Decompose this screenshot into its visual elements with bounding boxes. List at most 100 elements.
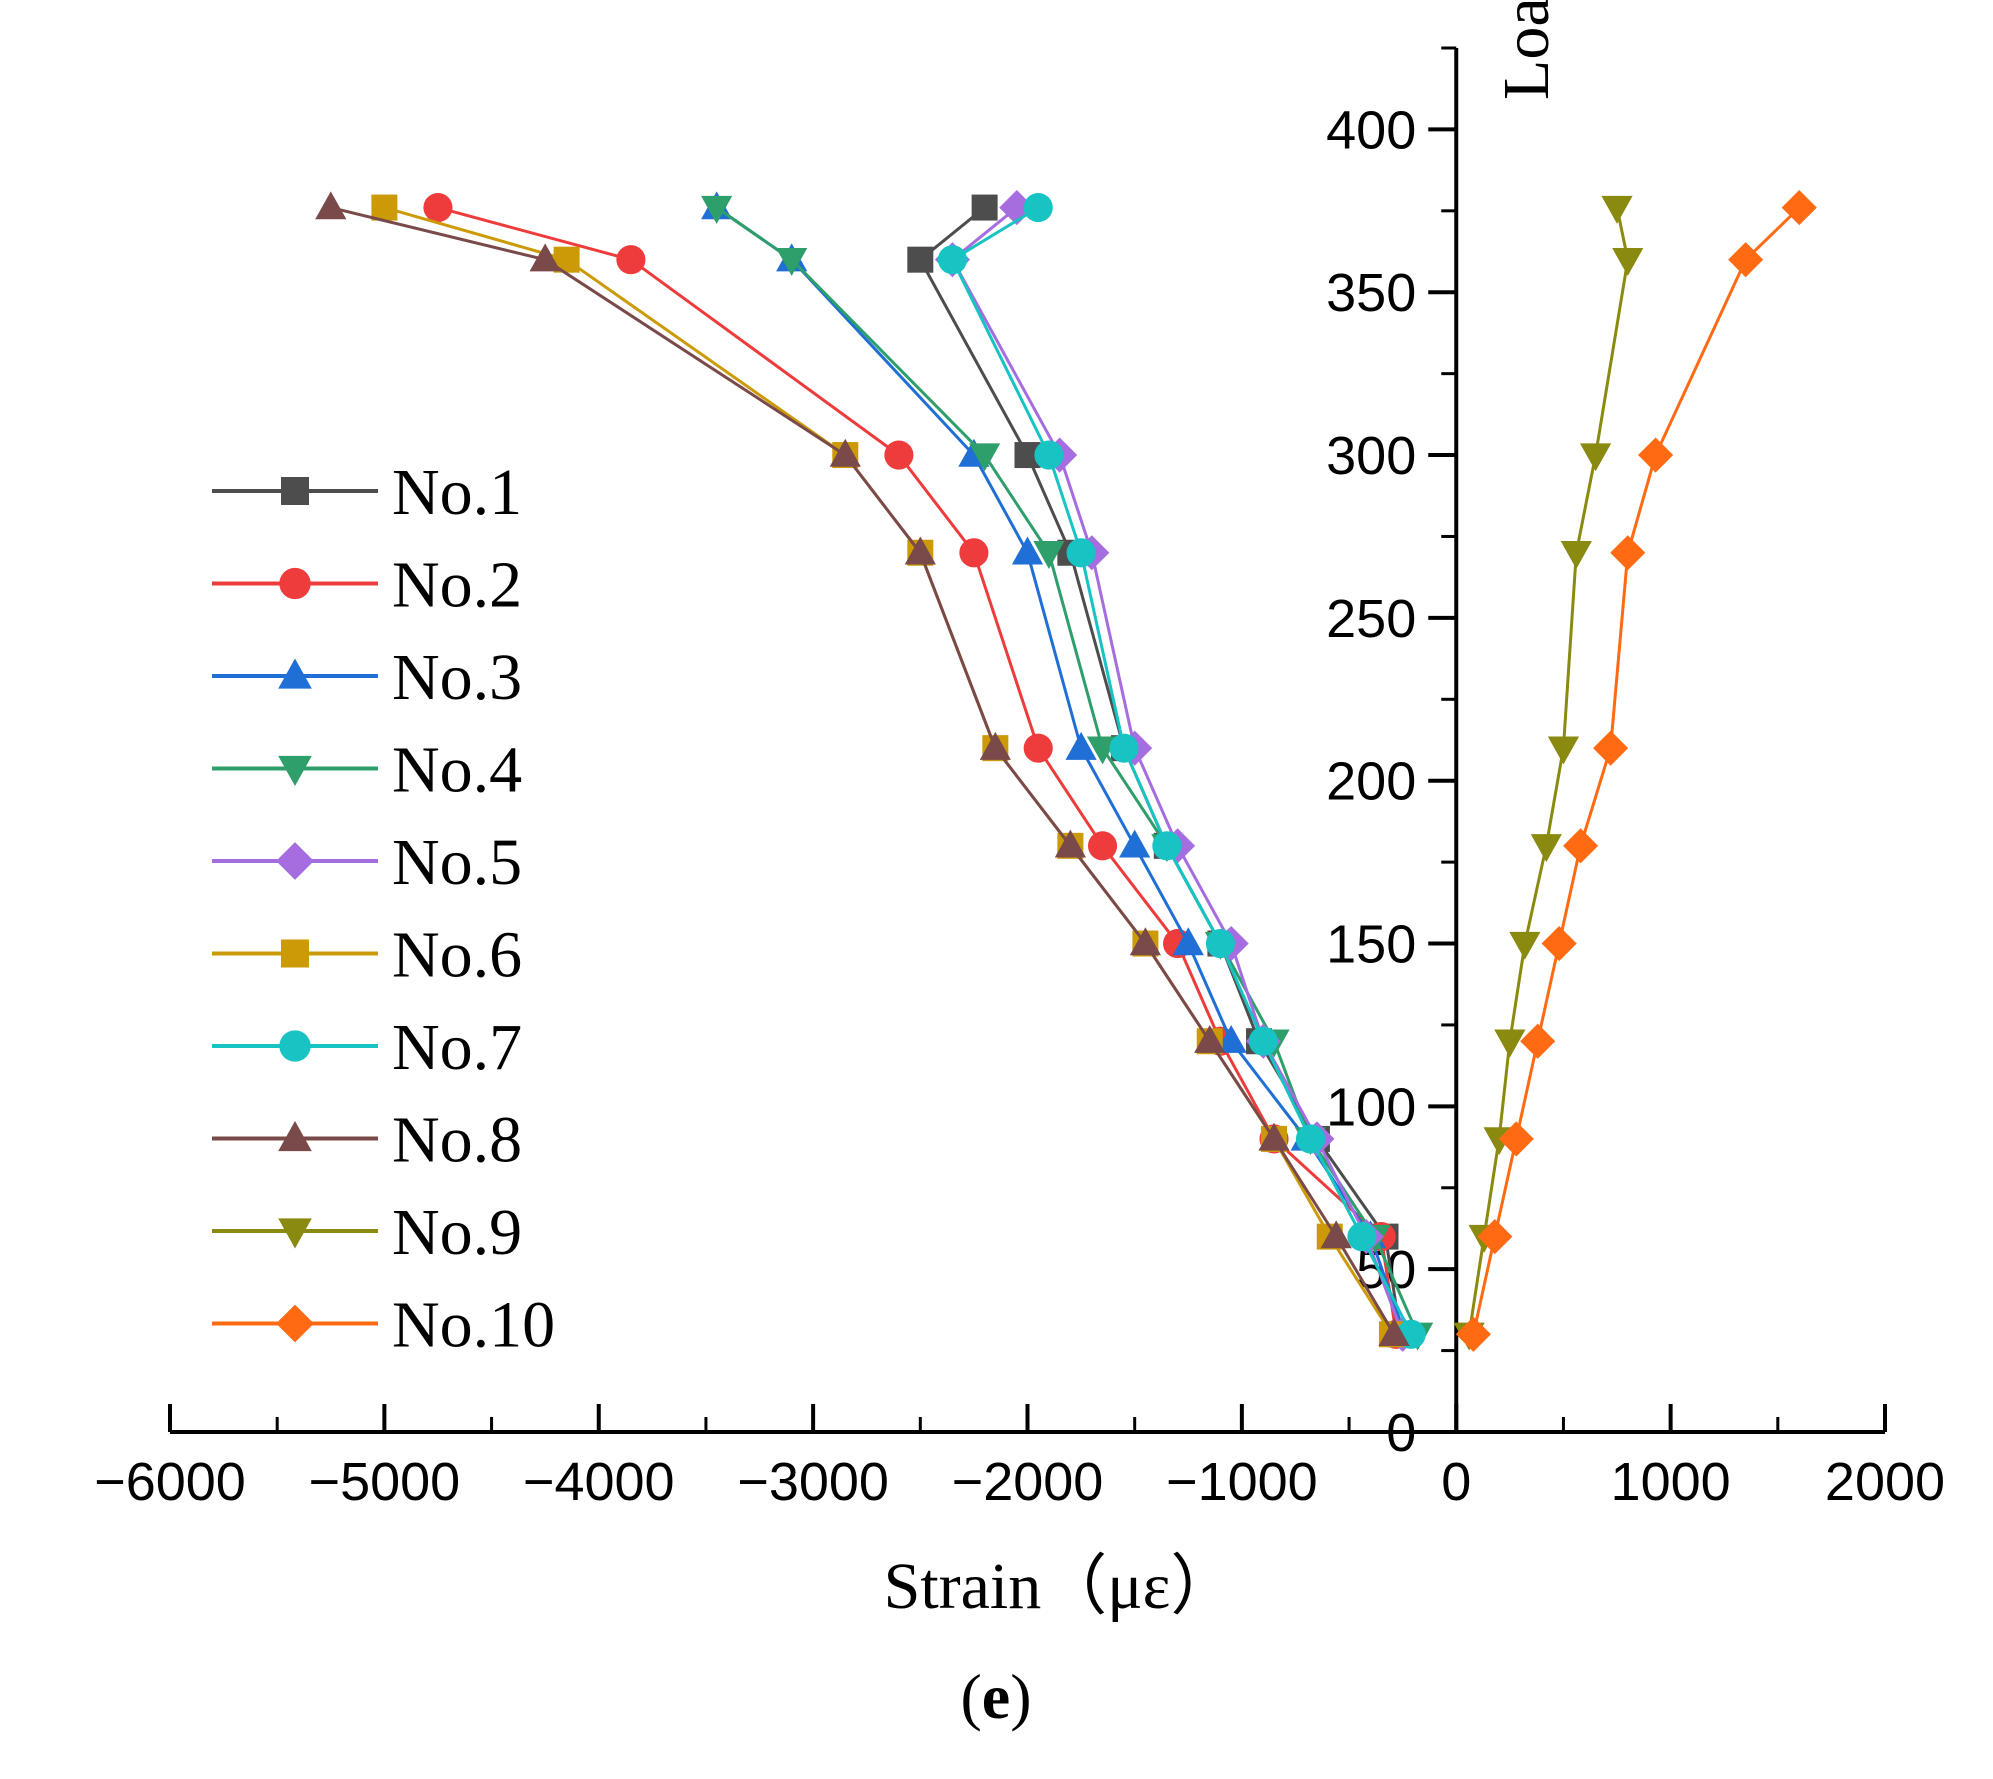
series-no-10 (1455, 190, 1817, 1352)
data-point (829, 438, 861, 467)
data-point (1347, 1222, 1377, 1252)
y-tick-label: 100 (1326, 1077, 1416, 1137)
caption-open-paren: ( (960, 1661, 981, 1732)
x-tick-label: 0 (1441, 1452, 1471, 1512)
legend-label: No.1 (392, 456, 522, 529)
data-point (1119, 829, 1151, 858)
legend-label: No.4 (392, 734, 522, 807)
data-point (969, 443, 1001, 472)
data-point (1781, 190, 1817, 226)
data-point (971, 194, 998, 221)
data-point (1378, 1318, 1410, 1347)
legend-item: No.2 (212, 549, 522, 622)
data-point (1579, 443, 1612, 472)
data-point (1034, 440, 1064, 470)
legend-label: No.5 (392, 826, 522, 899)
data-point (1320, 1220, 1352, 1249)
data-point (884, 440, 914, 470)
data-point (1258, 1122, 1290, 1151)
data-point (1477, 1219, 1513, 1255)
legend-marker (281, 939, 309, 968)
legend-label: No.10 (392, 1289, 555, 1362)
data-point (999, 190, 1035, 226)
data-point (1560, 541, 1592, 570)
x-tick-label: −5000 (309, 1452, 461, 1512)
data-point (1530, 834, 1562, 863)
legend: No.1 No.2 No.3 No.4 No.5 No.6 No.7 No.8 No.9 No.1… (212, 456, 555, 1362)
x-axis-title: Strain（με） (884, 1550, 1237, 1623)
legend-marker (279, 1030, 311, 1062)
legend-marker (278, 755, 312, 786)
x-tick-label: −6000 (94, 1452, 246, 1512)
data-point (1066, 538, 1096, 568)
legend-marker (276, 842, 314, 880)
y-tick-label: 200 (1326, 752, 1416, 812)
data-point (1295, 1124, 1326, 1154)
legend-label: No.9 (392, 1196, 522, 1269)
legend-marker (276, 1304, 314, 1343)
data-point (1023, 733, 1053, 763)
series-line (383, 206, 1394, 1336)
data-point (1541, 925, 1577, 962)
y-tick-label: 150 (1326, 915, 1416, 975)
legend-marker (278, 1218, 312, 1249)
legend-label: No.7 (392, 1011, 522, 1084)
data-point (1152, 831, 1182, 861)
data-point (1547, 736, 1580, 765)
data-point (529, 243, 561, 272)
x-tick-label: −1000 (1166, 1452, 1318, 1512)
legend-label: No.3 (392, 641, 522, 714)
x-tick-label: 2000 (1825, 1452, 1945, 1512)
y-tick-label: 0 (1386, 1403, 1416, 1463)
data-point (1455, 1316, 1491, 1352)
series-no-7 (937, 193, 1426, 1349)
data-point (371, 194, 398, 221)
data-point (1033, 541, 1065, 570)
y-tick-label: 250 (1326, 589, 1416, 649)
legend-label: No.8 (392, 1104, 522, 1177)
series-line (1471, 206, 1801, 1335)
data-point (1728, 242, 1764, 278)
data-point (1172, 927, 1204, 956)
data-point (904, 536, 936, 565)
data-point (1129, 927, 1162, 956)
legend-item: No.10 (212, 1289, 555, 1362)
legend-item: No.9 (212, 1196, 522, 1269)
x-tick-label: −2000 (952, 1452, 1104, 1512)
y-tick-label: 350 (1326, 263, 1416, 323)
legend-item: No.5 (212, 826, 522, 899)
legend-item: No.7 (212, 1011, 522, 1084)
x-ticks: −6000 −5000 −4000 −3000 −2000 −1000 0 1000 2000 (94, 1404, 1945, 1512)
series-layer (315, 190, 1817, 1352)
data-point (1638, 437, 1674, 473)
data-point (1205, 928, 1235, 959)
legend-item: No.6 (212, 919, 522, 992)
data-point (315, 191, 347, 220)
legend-marker (279, 567, 311, 600)
data-point (937, 245, 968, 275)
x-tick-label: −3000 (737, 1452, 889, 1512)
data-point (701, 195, 733, 224)
y-tick-label: 300 (1326, 426, 1416, 486)
legend-marker (278, 658, 312, 689)
data-point (1215, 1024, 1247, 1053)
legend-label: No.2 (392, 549, 522, 622)
series-no-9 (1453, 195, 1644, 1351)
data-point (1248, 1026, 1278, 1056)
series-line (437, 206, 1398, 1335)
legend-marker (278, 1121, 312, 1152)
series-no-4 (701, 195, 1434, 1351)
data-point (1498, 1121, 1534, 1157)
y-axis-title: Load（kN） (1490, 0, 1563, 100)
data-point (1011, 536, 1044, 565)
legend-item: No.8 (212, 1104, 522, 1177)
legend-item: No.1 (212, 456, 522, 529)
data-point (1065, 731, 1097, 760)
legend-item: No.4 (212, 734, 522, 807)
caption-letter: e (982, 1661, 1010, 1732)
legend-item: No.3 (212, 641, 522, 714)
data-point (1612, 247, 1644, 276)
data-point (1194, 1024, 1226, 1053)
